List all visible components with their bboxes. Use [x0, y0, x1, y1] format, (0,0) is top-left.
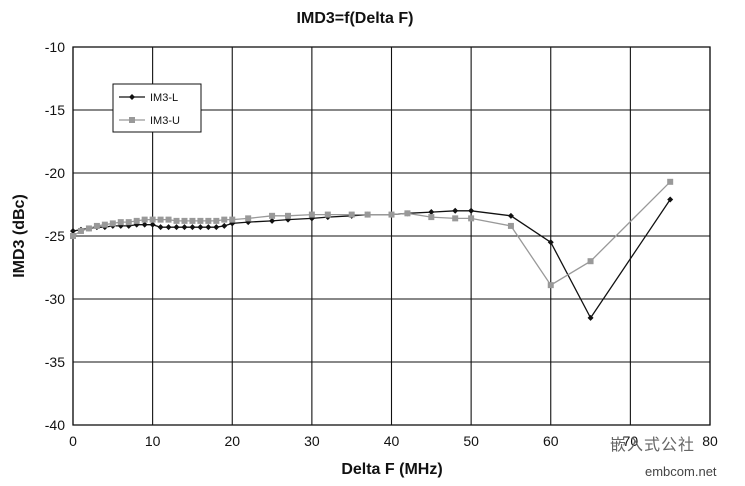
data-point [213, 217, 220, 224]
data-point [189, 217, 196, 224]
data-point [117, 219, 124, 226]
y-tick-label: -25 [45, 228, 65, 244]
y-tick-label: -35 [45, 354, 65, 370]
y-axis-title: IMD3 (dBc) [11, 194, 28, 278]
legend-item: IM3-L [119, 92, 178, 104]
data-point [157, 224, 164, 231]
data-point [547, 239, 554, 246]
data-point [213, 224, 220, 231]
data-point [388, 211, 395, 218]
data-point [205, 217, 212, 224]
data-point [149, 216, 156, 223]
data-point [221, 222, 228, 229]
legend-label: IM3-L [150, 92, 178, 104]
data-point [269, 212, 276, 219]
x-tick-label: 60 [543, 433, 559, 449]
data-point [85, 225, 92, 232]
data-point [229, 216, 236, 223]
data-point [452, 215, 459, 222]
y-tick-label: -40 [45, 417, 65, 433]
data-point [181, 224, 188, 231]
series-layer [70, 178, 674, 321]
legend: IM3-L IM3-U [112, 83, 202, 133]
data-point [77, 227, 84, 234]
data-point [173, 224, 180, 231]
data-point [181, 217, 188, 224]
y-tick-label: -30 [45, 291, 65, 307]
data-point [125, 219, 132, 226]
data-point [165, 216, 172, 223]
x-tick-label: 20 [224, 433, 240, 449]
legend-label: IM3-U [150, 115, 180, 127]
legend-marker [129, 94, 135, 100]
data-point [165, 224, 172, 231]
data-point [93, 222, 100, 229]
series-line-im3-u [72, 181, 671, 286]
data-point [364, 211, 371, 218]
series-im3-u [70, 178, 674, 289]
tick-layer: 0 10 20 30 40 50 60 70 80 -10 -15 -20 -25 -30 -35 -40 [45, 39, 718, 449]
y-tick-label: -20 [45, 165, 65, 181]
data-point [133, 217, 140, 224]
chart-title: IMD3=f(Delta F) [297, 10, 414, 27]
data-point [173, 217, 180, 224]
legend-marker [129, 117, 135, 123]
data-point [452, 207, 459, 214]
x-tick-label: 10 [145, 433, 161, 449]
data-point [507, 222, 514, 229]
data-point [70, 227, 76, 234]
x-axis-title: Delta F (MHz) [341, 461, 442, 478]
data-point [468, 215, 475, 222]
legend-box [112, 83, 202, 133]
data-point [468, 207, 475, 214]
data-point [428, 209, 435, 216]
y-tick-label: -15 [45, 102, 65, 118]
x-tick-label: 40 [384, 433, 400, 449]
data-point [324, 211, 331, 218]
data-point [205, 224, 212, 231]
data-point [109, 220, 116, 227]
x-tick-label: 30 [304, 433, 320, 449]
data-point [70, 233, 76, 239]
grid-layer [72, 46, 711, 426]
data-point [149, 221, 156, 228]
x-tick-label: 80 [702, 433, 718, 449]
watermark-chinese: 嵌入式公社 [610, 436, 695, 454]
legend-item: IM3-U [119, 115, 180, 127]
data-point [667, 196, 674, 203]
x-tick-label: 70 [623, 433, 639, 449]
data-point [197, 217, 204, 224]
data-point [141, 221, 148, 228]
data-point [157, 216, 164, 223]
y-tick-label: -10 [45, 39, 65, 55]
data-point [245, 215, 252, 222]
data-point [428, 214, 435, 221]
data-point [547, 282, 554, 289]
data-point [189, 224, 196, 231]
data-point [507, 212, 514, 219]
data-point [348, 211, 355, 218]
data-point [197, 224, 204, 231]
x-tick-label: 50 [463, 433, 479, 449]
data-point [284, 212, 291, 219]
data-point [101, 221, 108, 228]
data-point [587, 258, 594, 265]
data-point [221, 216, 228, 223]
data-point [404, 210, 411, 217]
x-tick-label: 0 [69, 433, 77, 449]
watermark-site: embcom.net [645, 464, 717, 479]
data-point [269, 217, 276, 224]
data-point [141, 216, 148, 223]
data-point [308, 211, 315, 218]
data-point [587, 314, 594, 321]
data-point [667, 178, 674, 185]
